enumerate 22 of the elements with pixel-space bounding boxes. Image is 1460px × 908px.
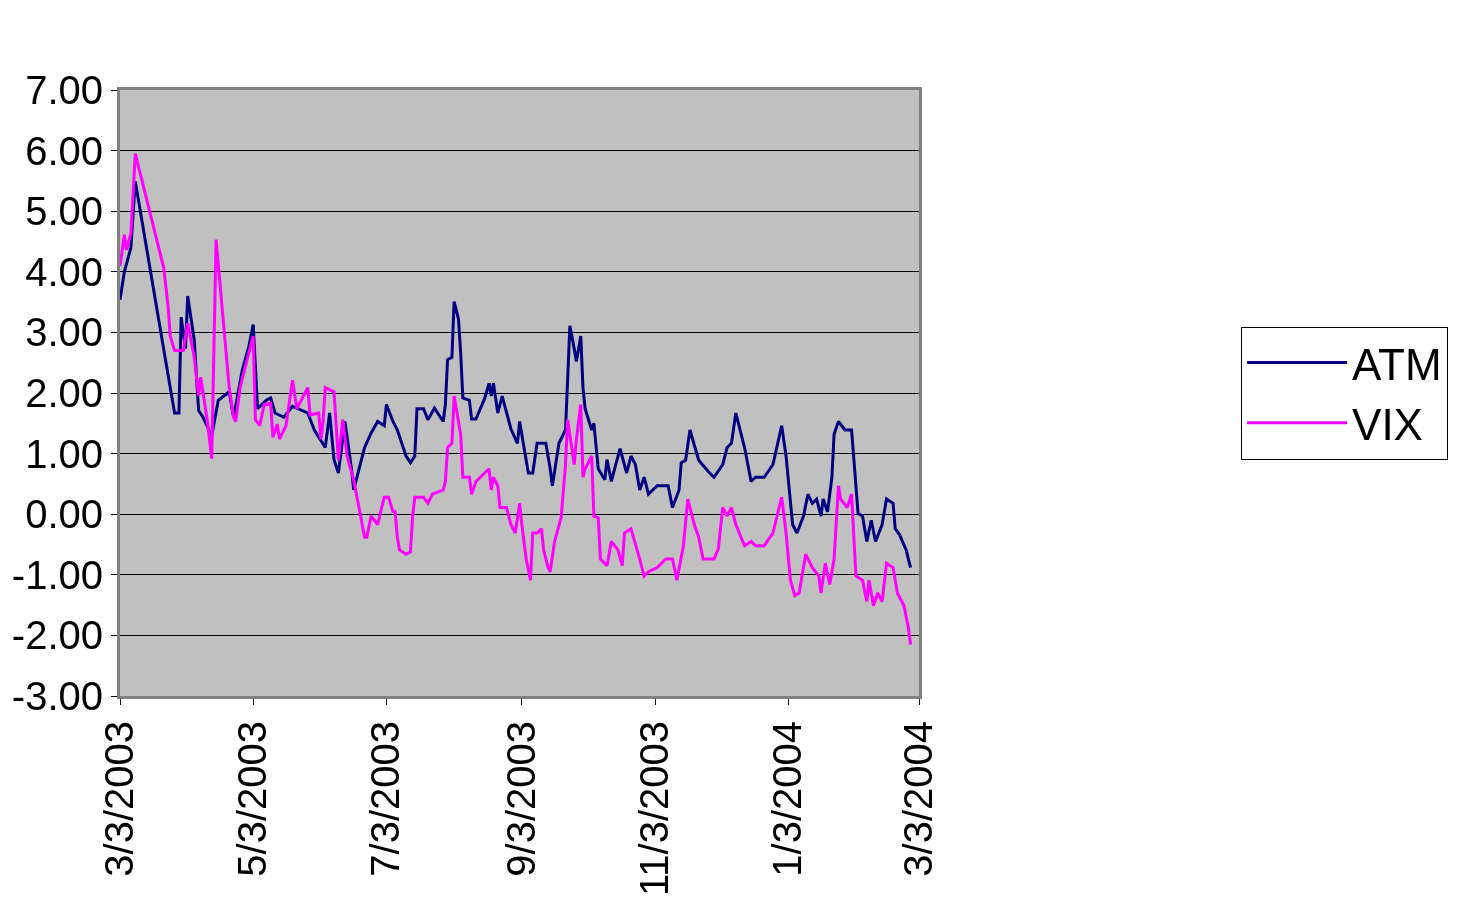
x-tick-label: 11/3/2003 xyxy=(632,721,677,896)
y-tick-label: 1.00 xyxy=(25,431,103,476)
y-tick-label: -2.00 xyxy=(11,613,103,658)
line-series xyxy=(120,152,913,646)
y-tick-label: -3.00 xyxy=(11,674,103,718)
y-tick-label: 2.00 xyxy=(25,371,103,415)
y-tick-label: 5.00 xyxy=(25,189,103,234)
y-tick-label: 6.00 xyxy=(25,128,103,173)
x-tick-label: 9/3/2003 xyxy=(498,721,543,877)
legend-label: VIX xyxy=(1352,399,1423,449)
x-tick-label: 3/3/2004 xyxy=(896,721,941,877)
x-tick-label: 1/3/2004 xyxy=(765,721,810,877)
y-tick-label: 4.00 xyxy=(25,249,103,294)
x-tick-label: 5/3/2003 xyxy=(230,721,275,877)
y-tick-label: -1.00 xyxy=(11,552,103,597)
line-series xyxy=(120,180,913,570)
x-tick-label: 3/3/2003 xyxy=(97,721,141,877)
x-tick-label: 7/3/2003 xyxy=(363,721,408,877)
legend-label: ATM xyxy=(1352,339,1442,389)
y-tick-label: 3.00 xyxy=(25,310,103,355)
y-tick-label: 0.00 xyxy=(25,492,103,537)
y-tick-label: 7.00 xyxy=(25,68,103,112)
